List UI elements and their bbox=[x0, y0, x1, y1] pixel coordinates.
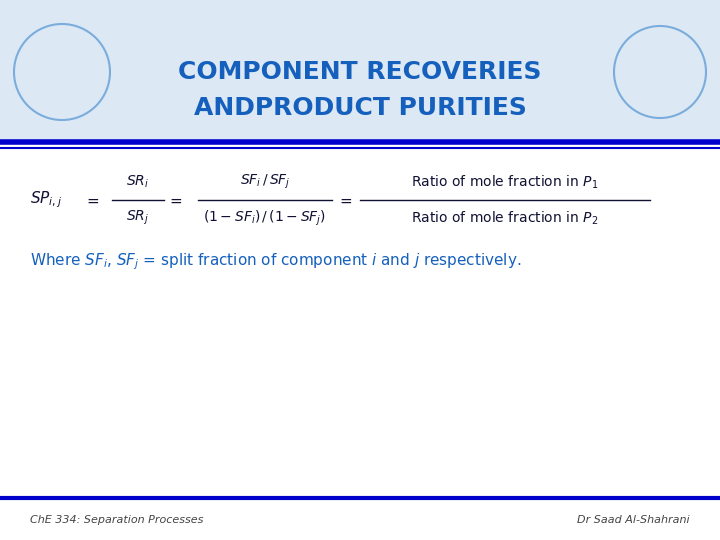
Text: $SR_j$: $SR_j$ bbox=[127, 209, 150, 227]
Text: $SF_i\,/\,SF_j$: $SF_i\,/\,SF_j$ bbox=[240, 173, 290, 191]
Text: $SP_{i,j}$: $SP_{i,j}$ bbox=[30, 190, 62, 210]
Text: ChE 334: Separation Processes: ChE 334: Separation Processes bbox=[30, 515, 203, 525]
Text: $=$: $=$ bbox=[167, 192, 183, 207]
Text: Ratio of mole fraction in $P_1$: Ratio of mole fraction in $P_1$ bbox=[411, 173, 598, 191]
Text: $SR_i$: $SR_i$ bbox=[127, 174, 150, 190]
Circle shape bbox=[14, 24, 110, 120]
Text: $=$: $=$ bbox=[84, 192, 100, 207]
Text: Dr Saad Al-Shahrani: Dr Saad Al-Shahrani bbox=[577, 515, 690, 525]
Circle shape bbox=[614, 26, 706, 118]
Text: $=$: $=$ bbox=[337, 192, 353, 207]
Text: ANDPRODUCT PURITIES: ANDPRODUCT PURITIES bbox=[194, 96, 526, 120]
Text: Ratio of mole fraction in $P_2$: Ratio of mole fraction in $P_2$ bbox=[411, 210, 598, 227]
Text: Where $SF_i$, $SF_j$ = split fraction of component $i$ and $j$ respectively.: Where $SF_i$, $SF_j$ = split fraction of… bbox=[30, 252, 521, 272]
Text: $(1-SF_i)\,/\,(1-SF_j)$: $(1-SF_i)\,/\,(1-SF_j)$ bbox=[204, 208, 327, 228]
Text: COMPONENT RECOVERIES: COMPONENT RECOVERIES bbox=[179, 60, 541, 84]
FancyBboxPatch shape bbox=[0, 0, 720, 140]
